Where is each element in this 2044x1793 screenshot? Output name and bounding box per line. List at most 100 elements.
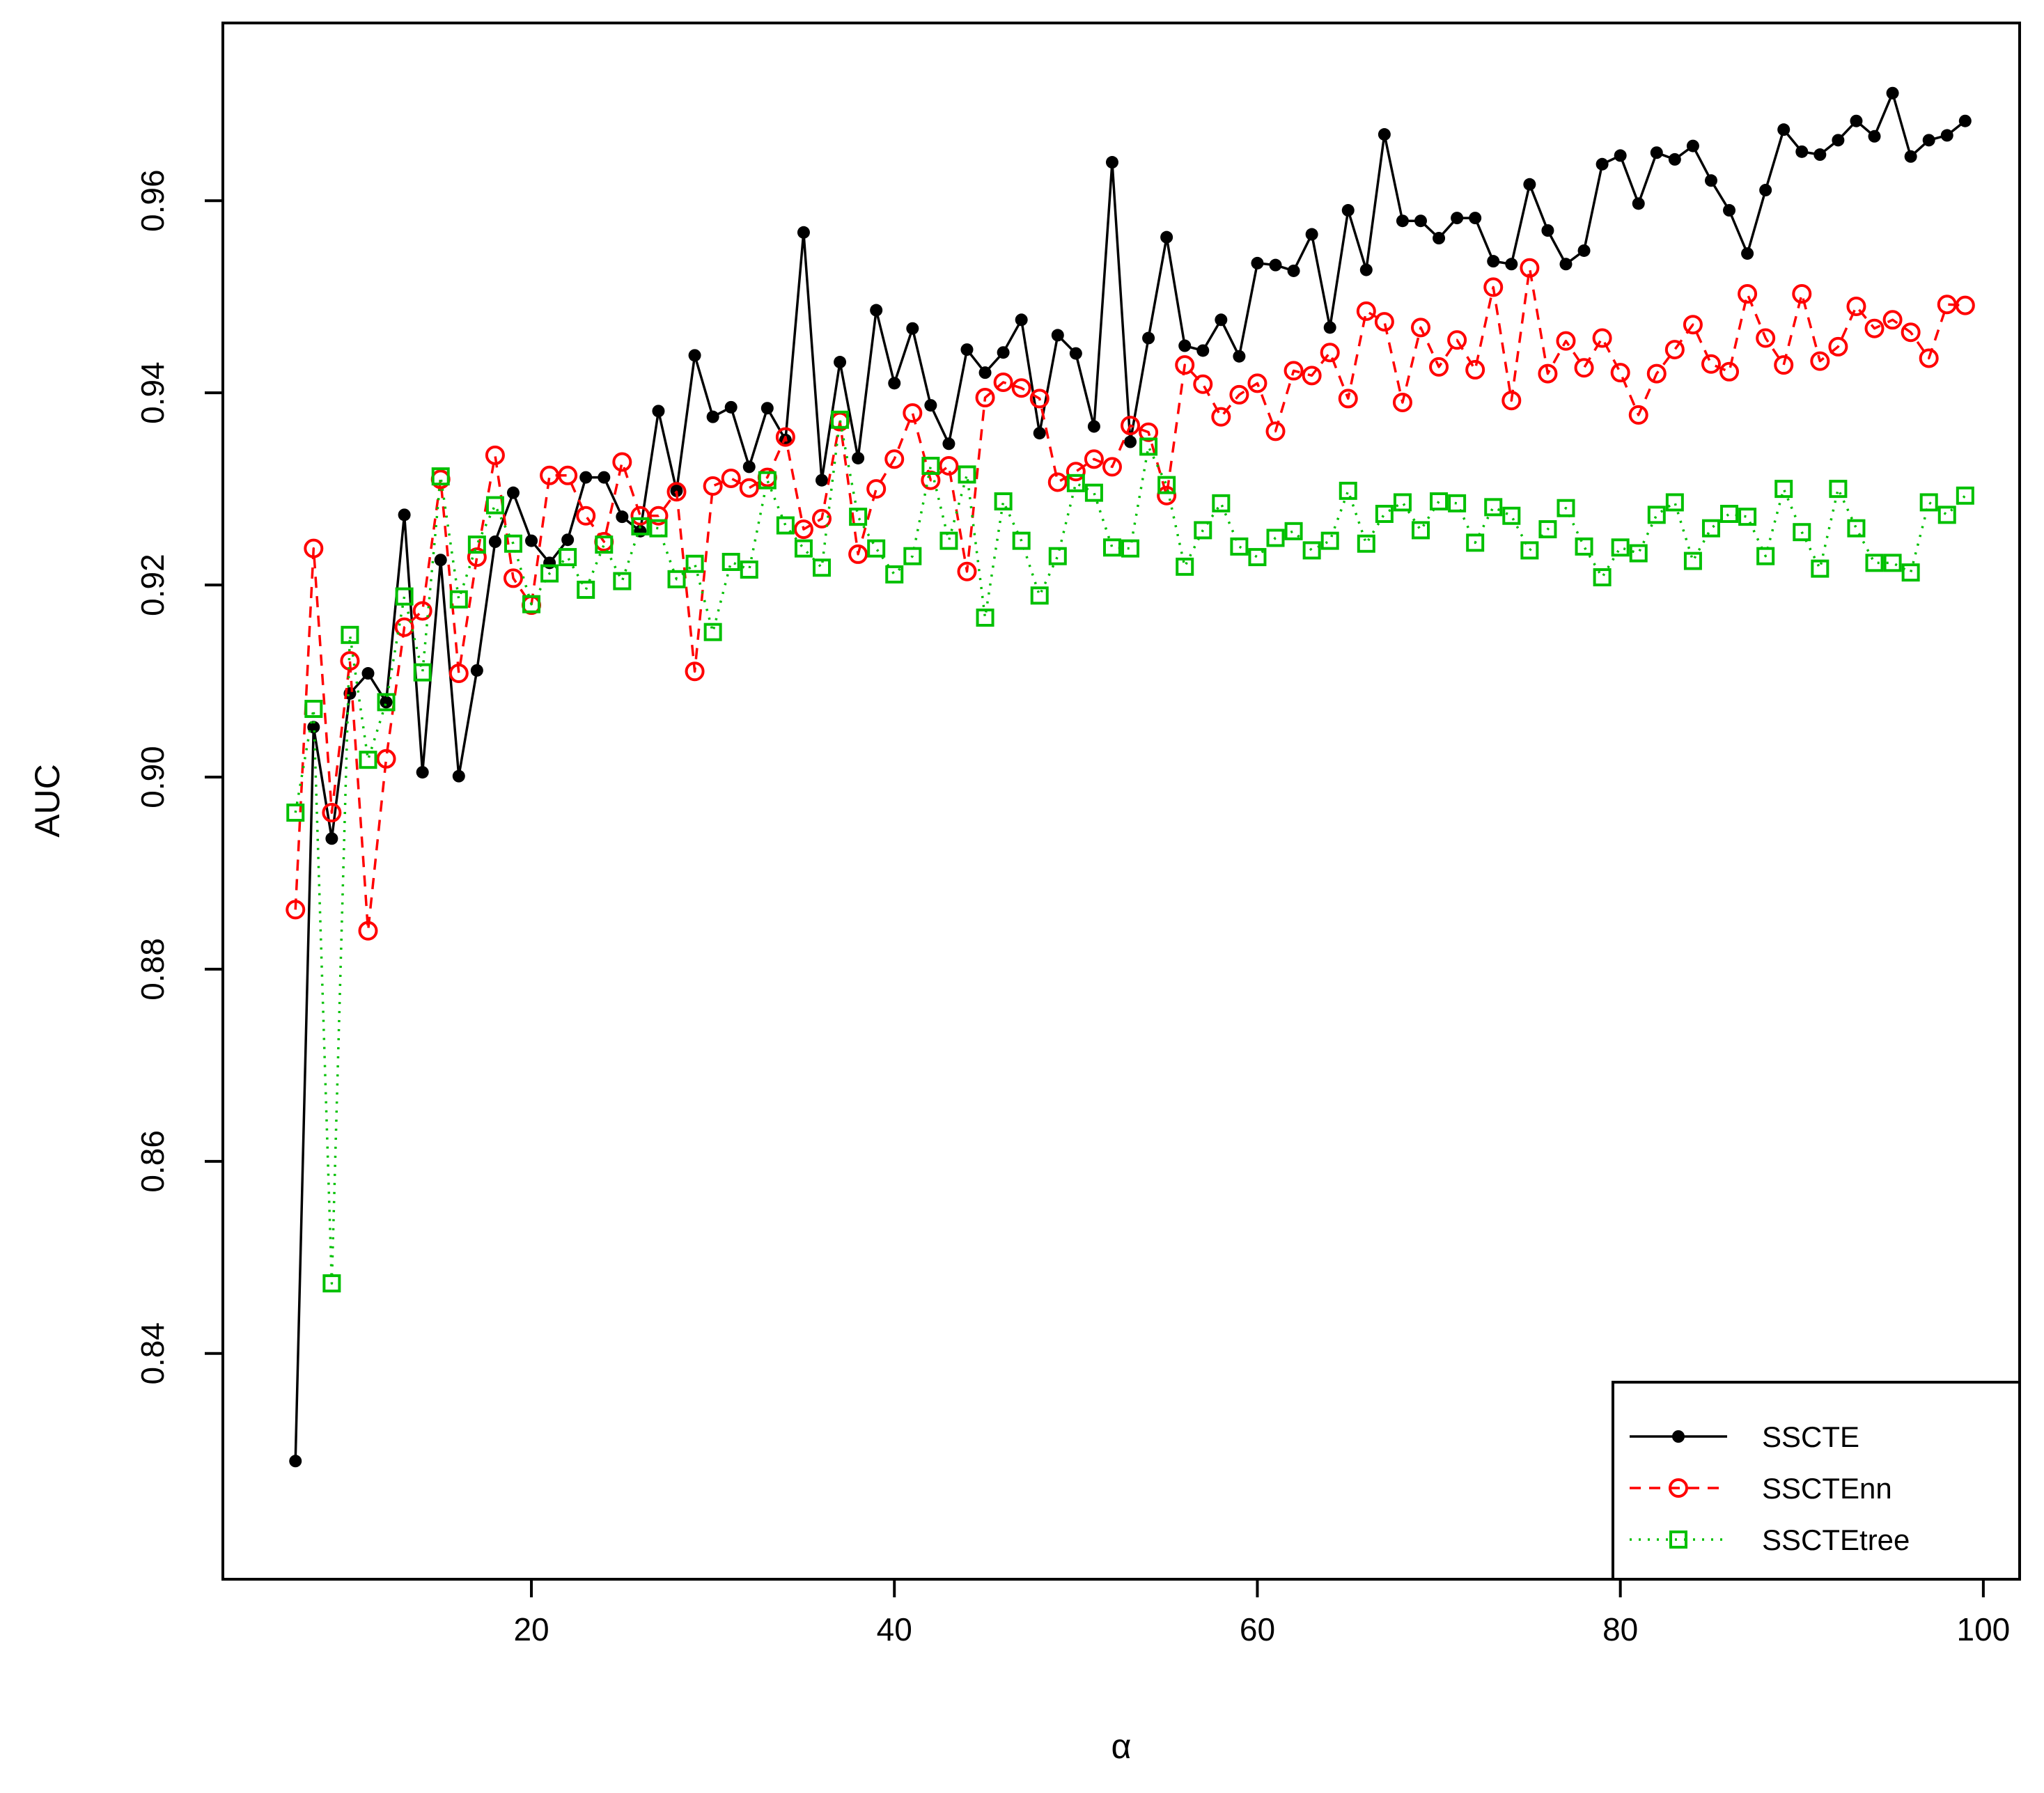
data-point [394,617,414,637]
data-point [831,410,850,429]
data-point [978,366,992,379]
data-point [304,538,324,558]
data-point [1211,407,1231,427]
data-point [1284,361,1304,381]
data-point [485,445,505,465]
data-point [1865,554,1884,572]
data-point [1792,284,1812,304]
series-line [294,418,1967,1285]
data-point [1469,212,1482,225]
data-point [1178,339,1192,352]
data-point [776,516,795,535]
data-point [1029,389,1050,409]
data-point [1176,557,1194,576]
data-point [1033,427,1046,440]
data-point [1048,547,1067,565]
data-point [398,508,411,522]
data-point [1596,157,1609,171]
data-point [1084,483,1103,502]
data-point [921,457,940,476]
x-tick-label: 20 [513,1611,549,1647]
data-point [1430,492,1449,511]
y-axis-title: AUC [28,764,67,838]
data-point [1683,551,1702,570]
data-point [1448,494,1467,512]
series-SSCTEtree [286,410,1974,1293]
data-point [1484,498,1503,517]
data-point [816,473,828,487]
data-point [775,427,795,447]
series-line [294,267,1965,932]
data-point [793,519,813,540]
data-point [740,561,758,579]
data-point [631,517,650,535]
data-point [467,535,486,554]
data-point [1012,531,1031,550]
data-point [377,693,396,712]
data-point [758,471,777,490]
data-point [1650,146,1663,159]
data-point [559,548,577,567]
data-point [1015,313,1028,327]
data-point [903,403,923,423]
data-point [1305,228,1318,241]
y-tick-label: 0.90 [134,746,171,808]
data-point [1265,421,1286,441]
data-point [1287,264,1300,277]
data-point [667,570,686,588]
data-point [1940,129,1953,142]
data-point [1774,355,1794,375]
data-point [1247,373,1267,393]
y-tick-label: 0.96 [134,169,171,232]
data-point [652,405,665,418]
data-point [449,590,468,609]
data-point [721,552,740,571]
data-point [1541,224,1554,237]
y-tick-label: 0.86 [134,1130,171,1193]
data-point [1922,134,1935,147]
data-point [434,554,447,567]
data-point [939,456,959,476]
data-point [942,437,955,451]
legend-entry: SSCTEnn [1630,1472,1892,1505]
data-point [721,468,741,488]
data-point [884,449,905,469]
data-point [866,479,887,499]
data-point [960,343,974,357]
data-point [1958,114,1972,127]
data-point [540,465,560,485]
data-point [1487,255,1500,268]
data-point [1901,563,1920,582]
data-point [1632,197,1645,210]
data-point [413,663,432,682]
data-point [1686,139,1699,152]
data-point [1142,331,1155,345]
data-point [1157,485,1177,506]
legend-entries: SSCTE SSCTEnn SSCTEtree [1630,1420,1910,1556]
data-point [1320,531,1339,550]
data-point [1414,214,1427,228]
legend-marker [1669,1530,1687,1549]
data-point [322,803,342,823]
data-point [522,595,541,613]
data-point [488,535,501,548]
x-tick-label: 100 [1957,1611,2011,1647]
data-point [1701,519,1720,538]
data-point [1647,506,1666,524]
data-point [1429,357,1449,377]
data-point [739,478,759,498]
data-point [1883,554,1902,572]
x-axis: 20 40 60 80 100 [513,1579,2010,1647]
data-point [848,544,868,564]
legend: SSCTE SSCTEnn SSCTEtree [1612,1381,2021,1581]
data-point [975,388,995,408]
data-point [903,547,922,565]
data-point [612,452,632,472]
data-point [1374,312,1394,332]
data-point [1084,449,1104,469]
data-point [1359,263,1373,276]
data-point [322,1274,341,1293]
data-point [1378,128,1391,141]
data-point [1465,360,1485,380]
data-point [724,400,738,414]
